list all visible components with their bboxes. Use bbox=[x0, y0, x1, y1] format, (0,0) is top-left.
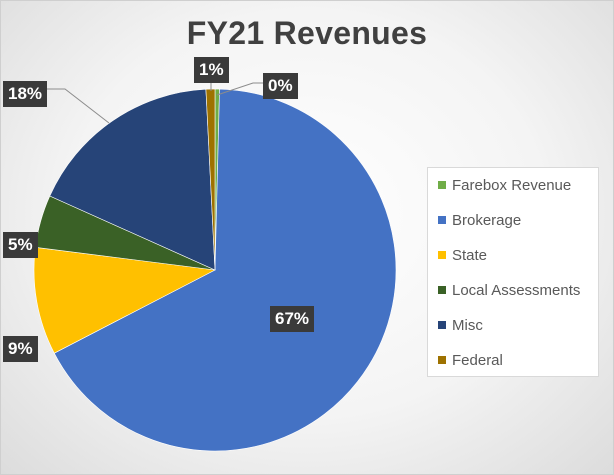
legend-swatch-state bbox=[438, 251, 446, 259]
legend-item-federal: Federal bbox=[438, 350, 503, 370]
legend-swatch-federal bbox=[438, 356, 446, 364]
pie-slice-brokerage bbox=[53, 88, 397, 452]
legend-swatch-farebox-revenue bbox=[438, 181, 446, 189]
pie-slice-federal bbox=[205, 88, 216, 271]
leader-line-farebox-revenue bbox=[216, 82, 266, 96]
legend-label: Misc bbox=[452, 316, 483, 334]
legend-item-local-assessments: Local Assessments bbox=[438, 280, 580, 300]
data-label-state: 9% bbox=[3, 336, 38, 362]
legend-item-state: State bbox=[438, 245, 487, 265]
legend-label: Federal bbox=[452, 351, 503, 369]
legend-swatch-misc bbox=[438, 321, 446, 329]
legend-swatch-local-assessments bbox=[438, 286, 446, 294]
legend-label: State bbox=[452, 246, 488, 264]
legend: Farebox Revenue Brokerage State Local As… bbox=[427, 167, 599, 377]
legend-item-farebox-revenue: Farebox Revenue bbox=[438, 175, 571, 195]
legend-item-brokerage: Brokerage bbox=[438, 210, 521, 230]
legend-swatch-brokerage bbox=[438, 216, 446, 224]
leader-line-misc bbox=[45, 88, 110, 124]
data-label-federal: 1% bbox=[194, 57, 229, 83]
chart-title: FY21 Revenues bbox=[186, 15, 428, 51]
legend-label: Local Assessments bbox=[452, 281, 581, 299]
legend-item-misc: Misc bbox=[438, 315, 483, 335]
data-label-local-assessments: 5% bbox=[3, 232, 38, 258]
data-label-farebox-revenue: 0% bbox=[263, 73, 298, 99]
legend-label: Farebox Revenue bbox=[452, 176, 572, 194]
pie-slice-misc bbox=[49, 88, 216, 271]
data-label-misc: 18% bbox=[3, 81, 48, 107]
data-label-brokerage: 67% bbox=[270, 306, 315, 332]
legend-label: Brokerage bbox=[452, 211, 522, 229]
